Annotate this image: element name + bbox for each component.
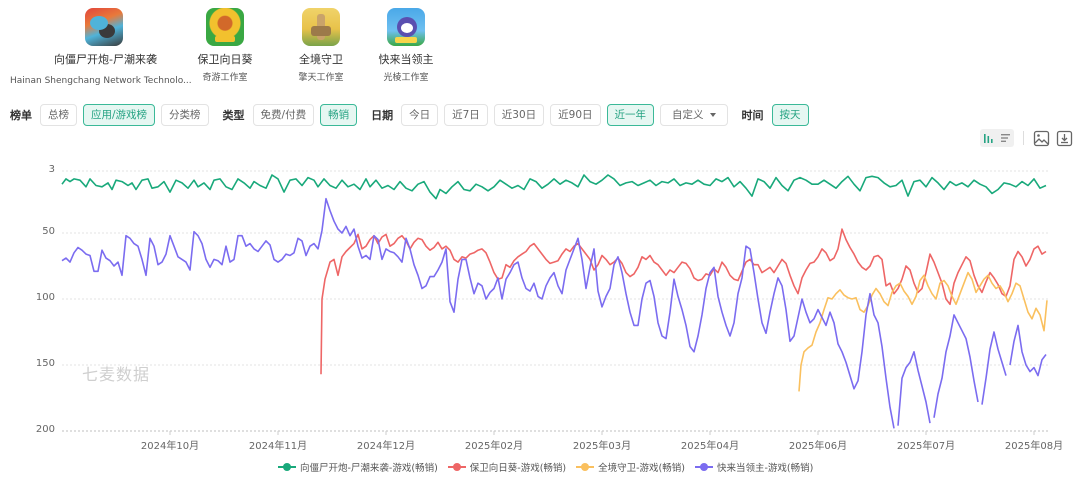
legend-marker-icon <box>576 462 595 472</box>
legend-item[interactable]: 保卫向日葵-游戏(畅销) <box>447 460 567 474</box>
filter-by-day[interactable]: 按天 <box>771 104 809 126</box>
x-tick-label: 2025年03月 <box>572 441 632 452</box>
legend-item[interactable]: 向僵尸开炮-尸潮来袭-游戏(畅销) <box>278 460 438 474</box>
y-tick-label: 100 <box>35 292 55 304</box>
date-filter-label: 日期 <box>371 109 394 122</box>
legend-marker-icon <box>447 462 466 472</box>
filter-category-list[interactable]: 分类榜 <box>161 104 209 126</box>
x-tick-label: 2025年07月 <box>896 441 956 452</box>
app-developer: 奇游工作室 <box>202 73 248 83</box>
x-tick-label: 2025年06月 <box>788 441 848 452</box>
sunflower-game-icon <box>206 8 244 46</box>
filter-grossing[interactable]: 畅销 <box>320 104 358 126</box>
filter-last-7-days[interactable]: 近7日 <box>444 104 488 126</box>
x-tick-label: 2024年12月 <box>356 441 416 452</box>
x-tick-label: 2025年02月 <box>464 441 524 452</box>
chart-series <box>61 174 1048 429</box>
app-card[interactable]: 全境守卫 擎天工作室 <box>290 8 352 83</box>
type-filter-label: 类型 <box>222 109 245 122</box>
filter-last-90-days[interactable]: 近90日 <box>550 104 601 126</box>
y-tick-label: 50 <box>42 226 55 238</box>
list-filter-label: 榜单 <box>10 109 32 122</box>
legend-label: 向僵尸开炮-尸潮来袭-游戏(畅销) <box>300 463 438 474</box>
series-line[interactable] <box>1009 324 1047 377</box>
x-tick-label: 2024年10月 <box>140 441 200 452</box>
view-toggle <box>980 129 1014 147</box>
app-developer: 光棱工作室 <box>383 73 429 83</box>
chart-toolbar <box>980 129 1079 147</box>
series-line[interactable] <box>798 271 1048 392</box>
filter-today[interactable]: 今日 <box>401 104 439 126</box>
app-card[interactable]: 快来当领主 光棱工作室 <box>375 8 437 83</box>
zombie-cannon-game-icon <box>85 8 123 46</box>
legend-marker-icon <box>278 462 296 472</box>
filter-app-game-list[interactable]: 应用/游戏榜 <box>83 104 156 126</box>
filter-last-year[interactable]: 近一年 <box>606 104 655 126</box>
app-card[interactable]: 向僵尸开炮-尸潮来袭 <box>54 8 157 67</box>
legend-item[interactable]: 全境守卫-游戏(畅销) <box>576 460 685 474</box>
series-line[interactable] <box>320 228 1047 375</box>
y-tick-label: 150 <box>35 358 55 369</box>
app-name: 全境守卫 <box>299 53 343 66</box>
chart-legend: 向僵尸开炮-尸潮来袭-游戏(畅销) 保卫向日葵-游戏(畅销) 全境守卫-游戏(畅… <box>278 460 823 474</box>
caret-down-icon <box>709 113 716 117</box>
legend-marker-icon <box>694 462 713 472</box>
app-comparison-header: 向僵尸开炮-尸潮来袭 Hainan Shengchang Network Tec… <box>0 8 1080 88</box>
x-tick-label: 2025年04月 <box>680 441 740 452</box>
x-tick-label: 2024年11月 <box>248 441 308 452</box>
filter-bar: 榜单 总榜 应用/游戏榜 分类榜 类型 免费/付费 畅销 日期 今日 近7日 近… <box>10 104 815 126</box>
legend-label: 保卫向日葵-游戏(畅销) <box>469 463 567 474</box>
y-tick-label: 3 <box>48 164 55 175</box>
series-line[interactable] <box>61 174 1047 200</box>
toolbar-divider <box>1023 131 1024 145</box>
download-icon[interactable] <box>1056 130 1073 147</box>
custom-date-label: 自定义 <box>672 109 704 121</box>
app-name: 快来当领主 <box>378 53 434 66</box>
legend-label: 快来当领主-游戏(畅销) <box>716 463 814 474</box>
app-name: 保卫向日葵 <box>197 53 253 66</box>
series-line[interactable] <box>897 350 931 426</box>
lord-game-icon <box>387 8 425 46</box>
app-developer: 擎天工作室 <box>298 73 344 83</box>
legend-label: 全境守卫-游戏(畅销) <box>598 463 685 474</box>
custom-date-dropdown[interactable]: 自定义 <box>660 104 728 126</box>
series-line[interactable] <box>61 197 895 429</box>
series-line[interactable] <box>933 314 979 418</box>
image-icon[interactable] <box>1033 130 1050 147</box>
app-developer: Hainan Shengchang Network Technolo... <box>10 76 192 86</box>
guardian-game-icon <box>302 8 340 46</box>
legend-item[interactable]: 快来当领主-游戏(畅销) <box>694 460 814 474</box>
y-tick-label: 200 <box>35 424 55 435</box>
filter-free-paid[interactable]: 免费/付费 <box>252 104 315 126</box>
watermark: 七麦数据 <box>82 365 151 384</box>
time-filter-label: 时间 <box>741 109 764 122</box>
app-card[interactable]: 保卫向日葵 奇游工作室 <box>190 8 260 83</box>
app-name: 向僵尸开炮-尸潮来袭 <box>54 53 157 66</box>
filter-last-30-days[interactable]: 近30日 <box>493 104 545 126</box>
bar-chart-icon[interactable] <box>980 129 997 147</box>
list-icon[interactable] <box>997 129 1014 147</box>
filter-total-list[interactable]: 总榜 <box>40 104 77 126</box>
x-tick-label: 2025年08月 <box>1004 441 1064 452</box>
series-line[interactable] <box>981 331 1007 405</box>
